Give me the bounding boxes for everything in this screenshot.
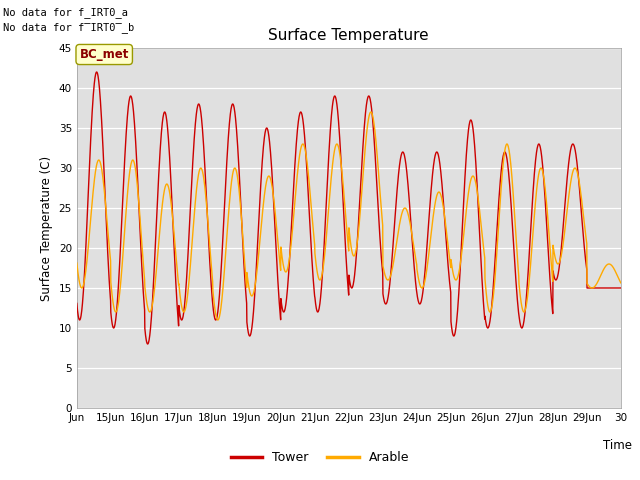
Y-axis label: Surface Temperature (C): Surface Temperature (C) [40,156,53,300]
Title: Surface Temperature: Surface Temperature [269,28,429,43]
Text: BC_met: BC_met [79,48,129,61]
Text: No data for f_IRT0_a: No data for f_IRT0_a [3,7,128,18]
X-axis label: Time: Time [603,439,632,452]
Legend: Tower, Arable: Tower, Arable [226,446,414,469]
Text: No data for f̅IRT0̅_b: No data for f̅IRT0̅_b [3,22,134,33]
